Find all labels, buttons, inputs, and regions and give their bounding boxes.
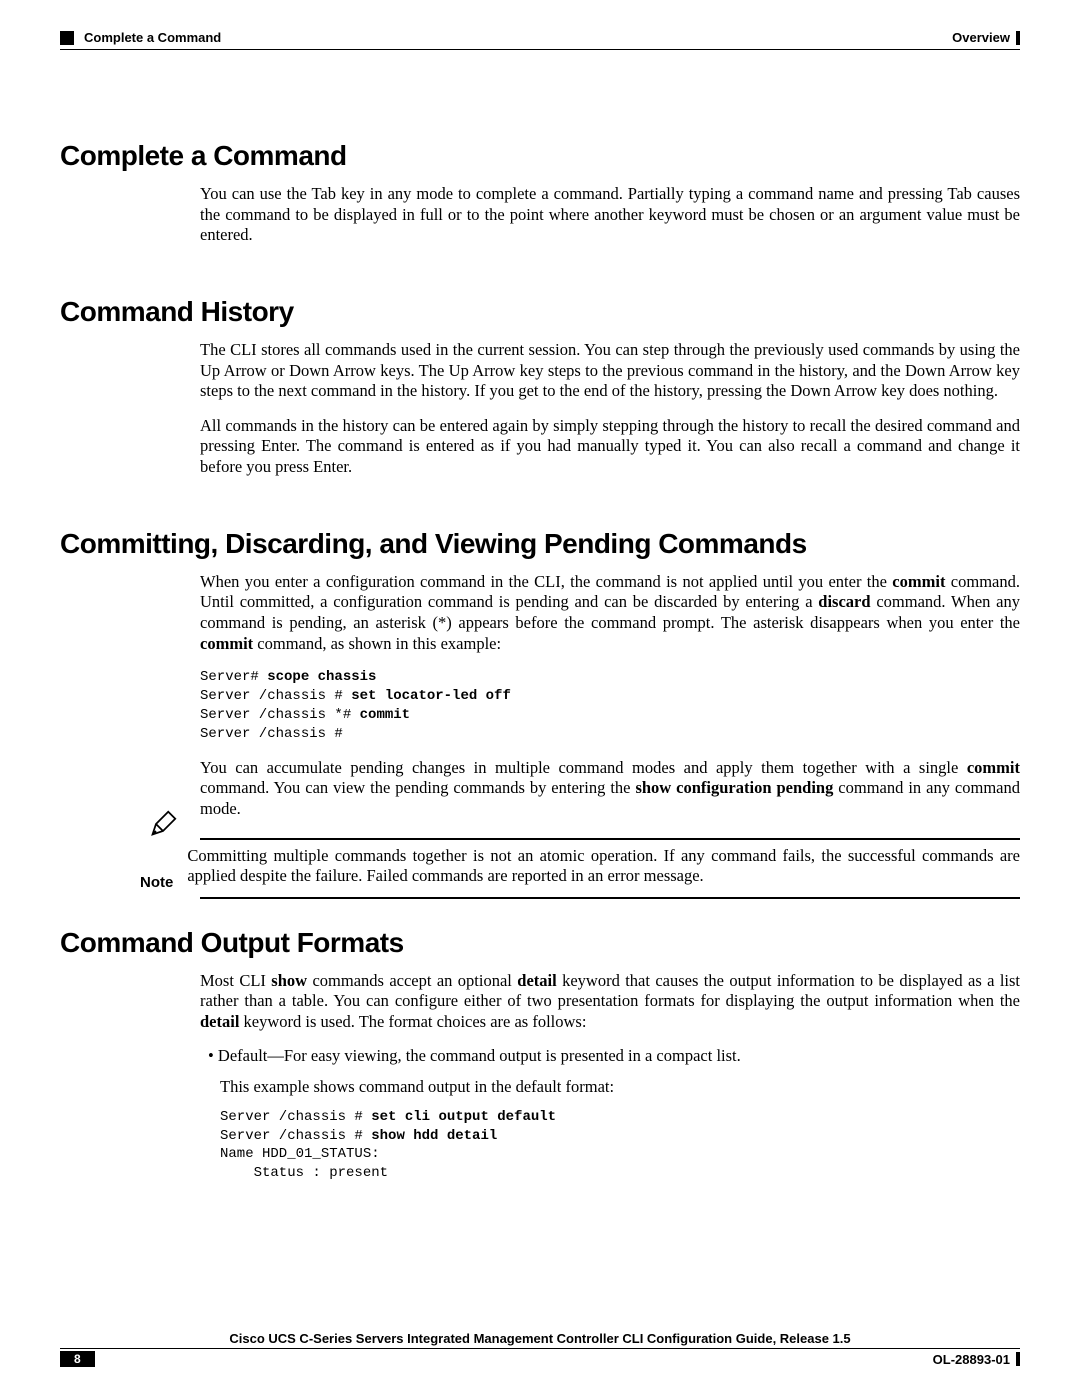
bold-keyword: show (271, 971, 307, 990)
bold-keyword: commit (967, 758, 1020, 777)
section-heading-command-history: Command History (60, 296, 1020, 328)
section-heading-committing: Committing, Discarding, and Viewing Pend… (60, 528, 1020, 560)
page-footer: Cisco UCS C-Series Servers Integrated Ma… (60, 1331, 1020, 1367)
bold-keyword: detail (200, 1012, 239, 1031)
note-pencil-icon (149, 810, 177, 838)
document-page: Complete a Command Overview Complete a C… (0, 0, 1080, 1397)
paragraph: Most CLI show commands accept an optiona… (60, 971, 1020, 1033)
text-run: You can accumulate pending changes in mu… (200, 758, 967, 777)
text-run: Most CLI (200, 971, 271, 990)
bold-keyword: discard (818, 592, 870, 611)
text-run: keyword is used. The format choices are … (239, 1012, 586, 1031)
code-prompt: Server# (200, 669, 267, 685)
code-example: Server# scope chassis Server /chassis # … (60, 668, 1020, 744)
code-prompt: Server /chassis # (200, 688, 351, 704)
section-heading-output-formats: Command Output Formats (60, 927, 1020, 959)
footer-right: OL-28893-01 (933, 1352, 1020, 1367)
bullet-item: • Default—For easy viewing, the command … (60, 1046, 1020, 1067)
header-left: Complete a Command (60, 30, 221, 45)
paragraph: You can use the Tab key in any mode to c… (60, 184, 1020, 246)
code-command: show hdd detail (371, 1128, 497, 1144)
text-run: command, as shown in this example: (253, 634, 501, 653)
paragraph: When you enter a configuration command i… (60, 572, 1020, 655)
paragraph: You can accumulate pending changes in mu… (60, 758, 1020, 820)
code-prompt: Server /chassis # (200, 726, 343, 742)
footer-doc-id: OL-28893-01 (933, 1352, 1010, 1367)
note-text: Committing multiple commands together is… (187, 846, 1020, 887)
footer-rule (60, 1348, 1020, 1349)
footer-page-number: 8 (60, 1351, 95, 1367)
code-command: set cli output default (371, 1109, 556, 1125)
section-heading-complete-command: Complete a Command (60, 140, 1020, 172)
code-command: set locator-led off (351, 688, 511, 704)
footer-doc-title: Cisco UCS C-Series Servers Integrated Ma… (60, 1331, 1020, 1346)
header-bar-icon (1016, 31, 1020, 45)
code-output: Status : present (220, 1165, 388, 1181)
code-prompt: Server /chassis # (220, 1109, 371, 1125)
text-run: When you enter a configuration command i… (200, 572, 892, 591)
code-example: Server /chassis # set cli output default… (60, 1108, 1020, 1184)
note-top-rule (200, 838, 1020, 840)
bold-keyword: commit (892, 572, 945, 591)
bullet-text: Default—For easy viewing, the command ou… (218, 1046, 741, 1065)
footer-left: 8 (60, 1351, 95, 1367)
footer-bar-icon (1016, 1352, 1020, 1366)
note-label: Note (140, 846, 173, 891)
paragraph: The CLI stores all commands used in the … (60, 340, 1020, 402)
header-marker-icon (60, 31, 74, 45)
bold-keyword: detail (517, 971, 556, 990)
code-output: Name HDD_01_STATUS: (220, 1146, 380, 1162)
code-prompt: Server /chassis # (220, 1128, 371, 1144)
header-right: Overview (952, 30, 1020, 45)
bold-keyword: commit (200, 634, 253, 653)
paragraph: All commands in the history can be enter… (60, 416, 1020, 478)
header-right-label: Overview (952, 30, 1010, 45)
code-prompt: Server /chassis *# (200, 707, 360, 723)
bold-keyword: show configuration pending (635, 778, 833, 797)
text-run: commands accept an optional (307, 971, 517, 990)
code-command: commit (360, 707, 410, 723)
note-block: Note Committing multiple commands togeth… (60, 838, 1020, 899)
code-command: scope chassis (267, 669, 376, 685)
page-header: Complete a Command Overview (60, 30, 1020, 45)
note-bottom-rule (200, 897, 1020, 899)
header-rule (60, 49, 1020, 50)
text-run: command. You can view the pending comman… (200, 778, 635, 797)
bullet-subtext: This example shows command output in the… (60, 1077, 1020, 1098)
header-left-label: Complete a Command (84, 30, 221, 45)
